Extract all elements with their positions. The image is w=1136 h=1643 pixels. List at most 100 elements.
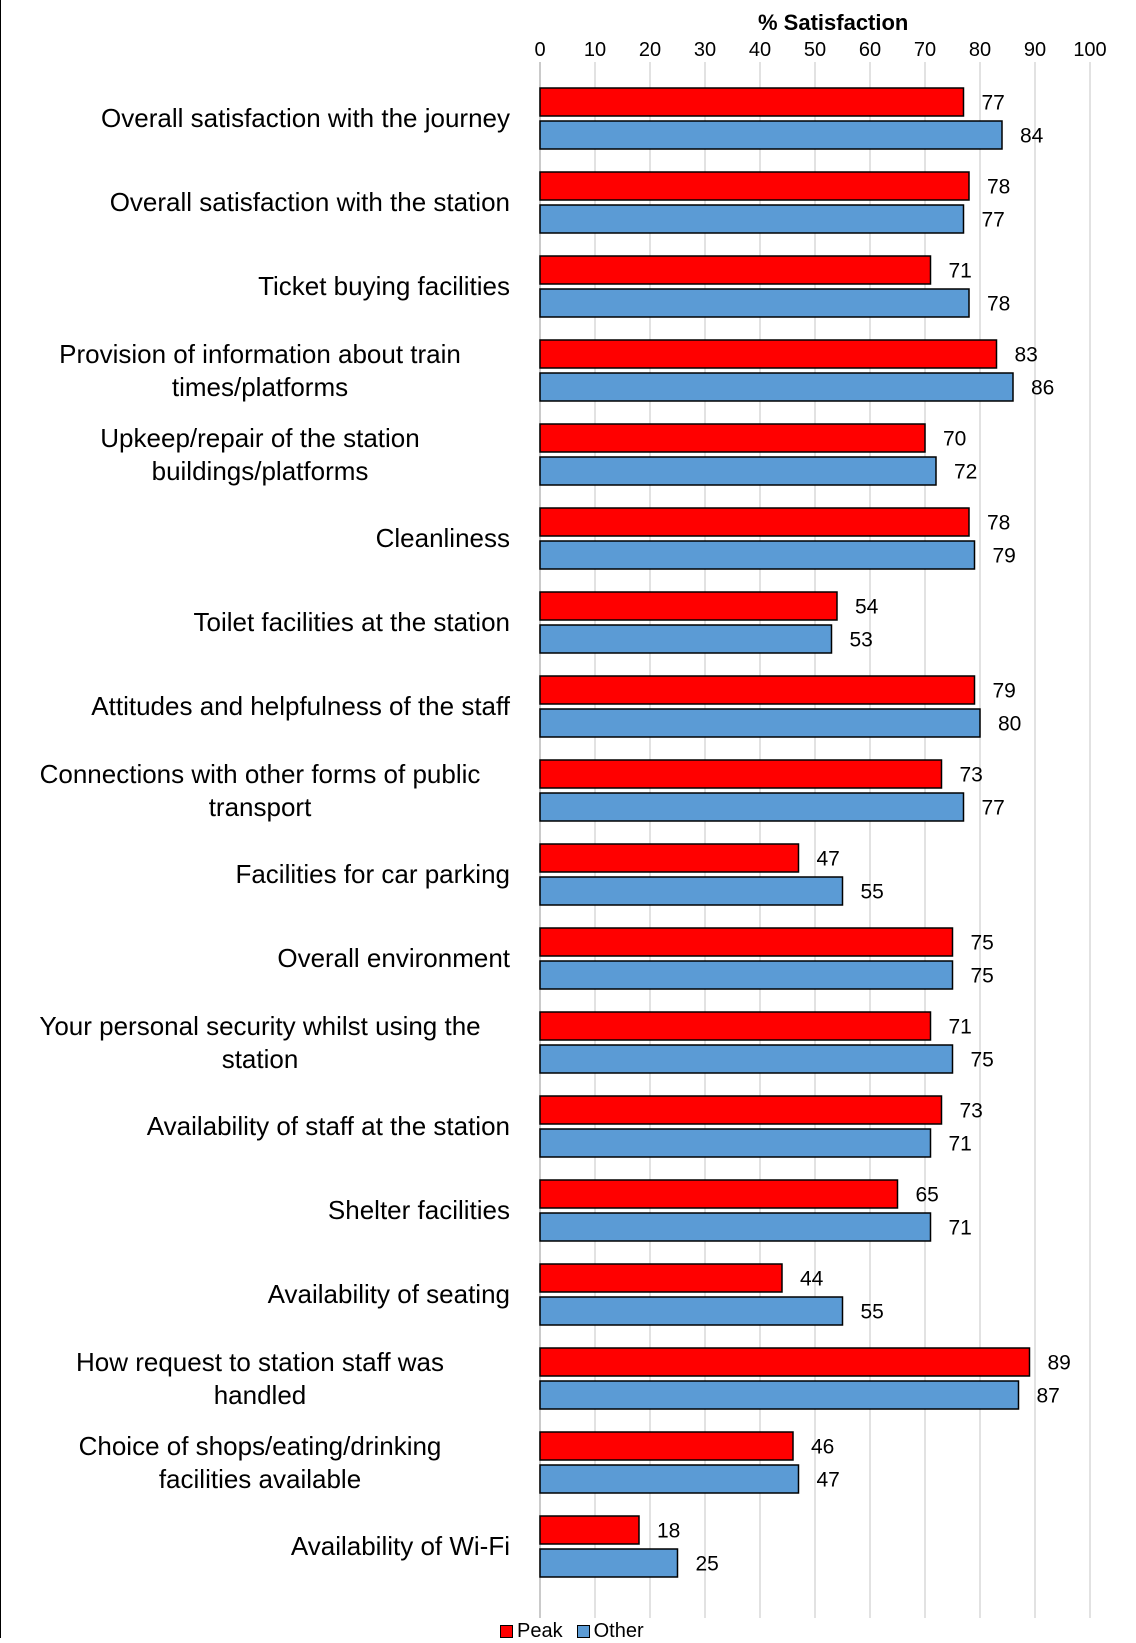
category-label: Choice of shops/eating/drinking facilitie… xyxy=(10,1430,510,1496)
bar-peak xyxy=(539,843,800,873)
bar-other xyxy=(539,372,1014,402)
category-label-line: Facilities for car parking xyxy=(235,859,510,889)
category-label-line: Overall environment xyxy=(277,943,510,973)
legend-swatch-peak xyxy=(500,1625,513,1638)
bar-other xyxy=(539,624,833,654)
category-label: Shelter facilities xyxy=(10,1194,510,1227)
category-label-line: Availability of Wi-Fi xyxy=(290,1531,510,1561)
bar-peak xyxy=(539,507,970,537)
data-label-peak: 46 xyxy=(811,1436,834,1459)
data-label-other: 87 xyxy=(1037,1385,1060,1408)
x-tick-label: 0 xyxy=(534,39,545,61)
bar-other xyxy=(539,1212,932,1242)
category-label-line: Availability of seating xyxy=(267,1279,510,1309)
legend-swatch-other xyxy=(576,1625,590,1638)
data-label-peak: 83 xyxy=(1015,344,1038,367)
data-label-peak: 78 xyxy=(987,512,1010,535)
bar-other xyxy=(539,540,976,570)
data-label-other: 78 xyxy=(987,293,1010,316)
data-label-peak: 78 xyxy=(987,176,1010,199)
category-label-line: transport xyxy=(208,791,312,822)
data-label-other: 79 xyxy=(993,545,1016,568)
category-label-line: Availability of staff at the station xyxy=(146,1111,510,1141)
legend-item-other: Other xyxy=(576,1620,644,1643)
bar-peak xyxy=(539,1347,1031,1377)
bar-peak xyxy=(539,675,976,705)
bar-peak xyxy=(539,87,965,117)
x-tick-label: 10 xyxy=(584,39,606,61)
category-label: Provision of information about train time… xyxy=(10,338,510,404)
x-tick-label: 30 xyxy=(694,39,716,61)
category-label: Availability of seating xyxy=(10,1278,510,1311)
category-label-line: Cleanliness xyxy=(375,523,510,553)
category-label: Facilities for car parking xyxy=(10,858,510,891)
data-label-peak: 77 xyxy=(982,92,1005,115)
bar-other xyxy=(539,1044,954,1074)
data-label-peak: 18 xyxy=(657,1520,680,1543)
category-label-line: Choice of shops/eating/drinking xyxy=(78,1430,442,1461)
data-label-peak: 73 xyxy=(960,764,983,787)
bar-other xyxy=(539,960,954,990)
data-label-peak: 70 xyxy=(943,428,966,451)
x-tick-label: 90 xyxy=(1024,39,1046,61)
data-label-other: 53 xyxy=(850,629,873,652)
category-label: Availability of staff at the station xyxy=(10,1110,510,1143)
bar-peak xyxy=(539,591,838,621)
bar-peak xyxy=(539,423,926,453)
data-label-other: 77 xyxy=(982,209,1005,232)
data-label-peak: 54 xyxy=(855,596,879,619)
category-label-line: Your personal security whilst using the xyxy=(39,1010,481,1041)
data-label-other: 77 xyxy=(982,797,1005,820)
data-label-peak: 71 xyxy=(949,1016,972,1039)
data-label-other: 72 xyxy=(954,461,977,484)
legend-item-peak: Peak xyxy=(500,1620,563,1643)
category-label: Ticket buying facilities xyxy=(10,270,510,303)
category-label: Upkeep/repair of the station buildings/pl… xyxy=(10,422,510,488)
bar-peak xyxy=(539,1179,899,1209)
category-label: Attitudes and helpfulness of the staff xyxy=(10,690,510,723)
data-label-other: 55 xyxy=(861,1301,884,1324)
bar-other xyxy=(539,876,844,906)
bar-other xyxy=(539,792,965,822)
bar-other xyxy=(539,1296,844,1326)
bar-peak xyxy=(539,1263,783,1293)
category-label-line: station xyxy=(221,1043,299,1074)
bar-other xyxy=(539,456,937,486)
x-tick-label: 40 xyxy=(749,39,771,61)
category-label: Cleanliness xyxy=(10,522,510,555)
bar-peak xyxy=(539,927,954,957)
bar-peak xyxy=(539,255,932,285)
x-tick-label: 80 xyxy=(969,39,991,61)
category-label: Availability of Wi-Fi xyxy=(10,1530,510,1563)
bar-peak xyxy=(539,1515,640,1545)
x-tick-label: 50 xyxy=(804,39,826,61)
bar-other xyxy=(539,1128,932,1158)
category-label: Overall satisfaction with the station xyxy=(10,186,510,219)
bar-peak xyxy=(539,1011,932,1041)
bar-other xyxy=(539,288,970,318)
bar-other xyxy=(539,1548,679,1578)
data-label-other: 25 xyxy=(696,1553,719,1576)
bar-peak xyxy=(539,1095,943,1125)
category-label: Your personal security whilst using the s… xyxy=(10,1010,510,1076)
category-label-line: facilities available xyxy=(158,1463,362,1494)
x-axis-title: % Satisfaction xyxy=(758,10,909,35)
x-tick-label: 60 xyxy=(859,39,881,61)
data-label-other: 71 xyxy=(949,1133,972,1156)
data-label-peak: 73 xyxy=(960,1100,983,1123)
legend-label-other: Other xyxy=(593,1620,644,1642)
data-label-other: 47 xyxy=(817,1469,840,1492)
category-label: Overall environment xyxy=(10,942,510,975)
bar-peak xyxy=(539,1431,794,1461)
category-label-line: How request to station staff was xyxy=(75,1346,445,1377)
data-label-other: 75 xyxy=(971,965,994,988)
x-tick-label: 100 xyxy=(1073,39,1106,61)
category-label-line: Ticket buying facilities xyxy=(258,271,510,301)
data-label-peak: 75 xyxy=(971,932,994,955)
data-label-peak: 65 xyxy=(916,1184,939,1207)
category-label-line: Provision of information about train xyxy=(59,338,461,369)
bar-other xyxy=(539,204,965,234)
data-label-other: 86 xyxy=(1031,377,1054,400)
